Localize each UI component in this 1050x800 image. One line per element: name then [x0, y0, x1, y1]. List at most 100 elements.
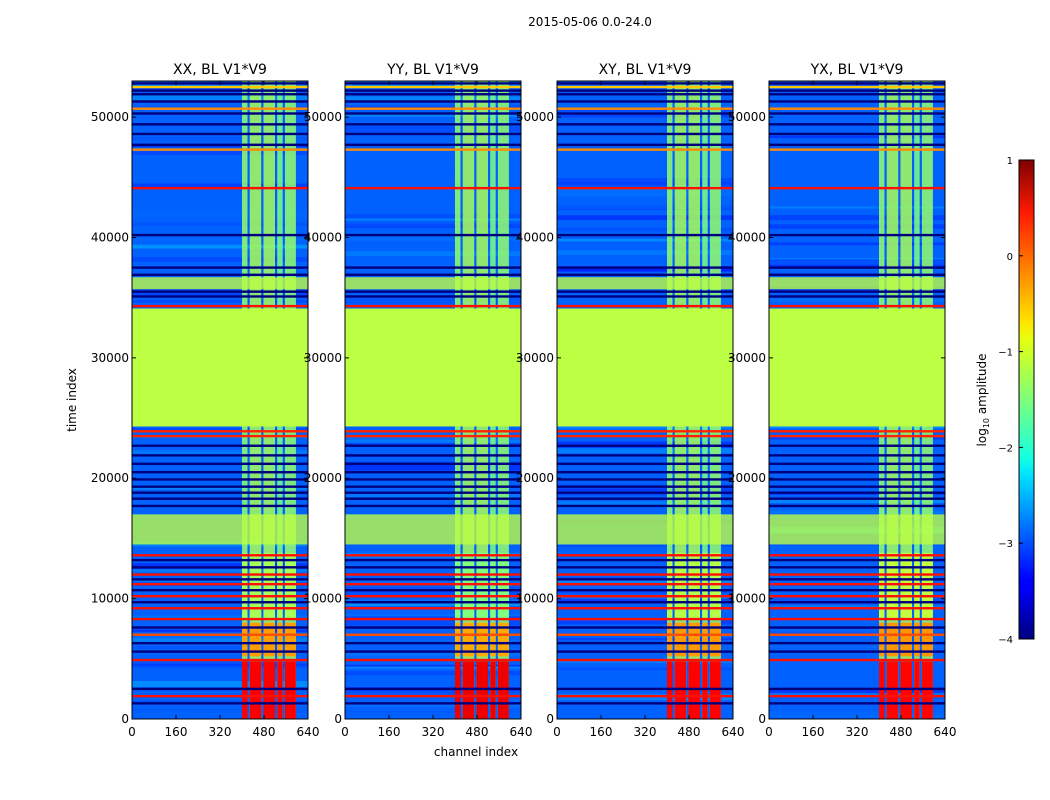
gap-line [132, 89, 308, 92]
gap-line [557, 504, 733, 508]
noise-band [345, 619, 521, 626]
rfi-line [345, 617, 521, 621]
noise-band [345, 440, 521, 444]
rfi-line [769, 633, 945, 636]
strong-signal-block [455, 661, 461, 719]
rfi-line [345, 582, 521, 586]
strong-signal-block [462, 552, 475, 620]
x-tick-label: 480 [466, 725, 489, 739]
gap-line [345, 650, 521, 653]
rfi-line [557, 107, 733, 110]
gap-line [769, 266, 945, 269]
panel-3: XY, BL V1*V9 0 160 320 480 640 0 10000 20000 3000… [516, 62, 745, 739]
gap-line [345, 566, 521, 569]
gap-line [769, 444, 945, 447]
noise-band [345, 298, 521, 304]
strong-signal-block [879, 661, 885, 719]
gap-line [345, 132, 521, 136]
gap-line [132, 143, 308, 146]
rfi-line [557, 148, 733, 151]
x-tick-label: 640 [297, 725, 320, 739]
noise-band [132, 562, 308, 568]
rfi-line [132, 573, 308, 576]
rfi-line [557, 434, 733, 438]
gap-line [345, 471, 521, 474]
rfi-line [345, 148, 521, 151]
gap-line [132, 497, 308, 500]
strong-signal-block [674, 552, 687, 620]
rfi-line [345, 186, 521, 190]
rfi-line [132, 434, 308, 438]
noise-band [557, 596, 733, 603]
heatmap-area [557, 81, 733, 719]
colorbar-label-rest: amplitude [975, 354, 989, 418]
noise-band [345, 590, 521, 593]
noise-band [557, 577, 733, 584]
rfi-line [132, 617, 308, 621]
gap-line [132, 478, 308, 481]
gap-line [557, 687, 733, 691]
gap-line [557, 266, 733, 269]
noise-band [557, 190, 733, 197]
gap-line [345, 100, 521, 103]
panel-title: YX, BL V1*V9 [810, 62, 904, 78]
colorbar: 10−1−2−3−4 log10 amplitude [975, 156, 1035, 646]
noise-band [132, 151, 308, 155]
noise-band [557, 426, 733, 429]
gap-line [769, 233, 945, 237]
strong-signal-block [476, 661, 488, 719]
x-tick-label: 160 [378, 725, 401, 739]
gap-line [132, 290, 308, 293]
noise-band [769, 611, 945, 617]
x-tick-label: 320 [422, 725, 445, 739]
gap-line [345, 454, 521, 457]
rfi-line [557, 582, 733, 586]
strong-signal-block [497, 622, 509, 657]
gap-line [132, 132, 308, 136]
y-tick-label: 50000 [304, 110, 342, 124]
panel-4: YX, BL V1*V9 0 160 320 480 640 0 10000 20000 3000… [728, 62, 957, 739]
rfi-line [769, 694, 945, 698]
strong-signal-block [914, 622, 920, 657]
y-tick-label: 0 [758, 712, 766, 726]
y-tick-label: 0 [121, 712, 129, 726]
gap-line [132, 273, 308, 277]
gap-line [345, 295, 521, 298]
rfi-line [557, 595, 733, 598]
gap-line [345, 462, 521, 465]
noise-band [769, 436, 945, 440]
rfi-line [769, 617, 945, 621]
rfi-line [132, 607, 308, 610]
gap-line [557, 444, 733, 447]
gap-line [132, 112, 308, 115]
rfi-line [132, 148, 308, 151]
gap-line [345, 588, 521, 592]
gap-line [769, 578, 945, 581]
noise-band [132, 136, 308, 141]
colorbar-tick-label: −3 [998, 539, 1013, 550]
rfi-line [557, 85, 733, 89]
rfi-line [132, 633, 308, 636]
rfi-line [557, 573, 733, 576]
x-tick-label: 320 [209, 725, 232, 739]
noise-band [557, 488, 733, 491]
y-tick-label: 40000 [516, 230, 554, 244]
rfi-line [132, 107, 308, 110]
heatmap-area [132, 81, 308, 719]
rfi-line [132, 582, 308, 586]
noise-band [132, 297, 308, 300]
noise-band [769, 242, 945, 246]
gap-line [557, 462, 733, 465]
noise-band [557, 441, 733, 444]
gap-line [557, 497, 733, 500]
strong-signal-block [667, 552, 673, 620]
noise-band [132, 487, 308, 490]
gap-line [345, 702, 521, 705]
gap-line [132, 93, 308, 96]
strong-signal-block [674, 622, 687, 657]
noise-band [769, 545, 945, 549]
noise-band [132, 244, 308, 248]
gap-line [769, 132, 945, 136]
noise-band [769, 595, 945, 601]
